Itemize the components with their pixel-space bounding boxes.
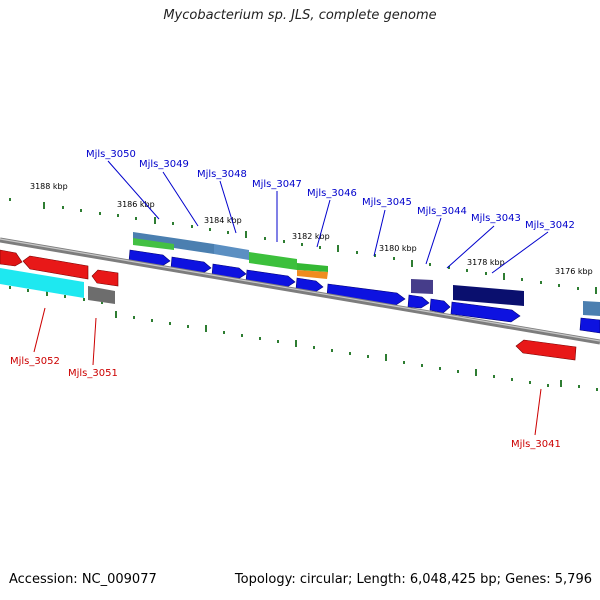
map-title: Mycobacterium sp. JLS, complete genome	[163, 8, 437, 23]
gene-arrow-mjls-3051	[91, 269, 119, 287]
scale-label: 3176 kbp	[555, 267, 593, 276]
outer-tick-ring	[9, 198, 597, 294]
gene-arrow-right-edge	[579, 317, 600, 334]
leader-line	[107, 160, 160, 220]
leader-line	[162, 171, 199, 227]
leader-line	[373, 209, 386, 257]
gene-arrow-left-edge	[0, 249, 23, 267]
leader-line	[219, 180, 237, 234]
gene-box-mjls-3047	[249, 252, 297, 270]
leader-line	[491, 231, 549, 274]
gene-label-mjls-3047[interactable]: Mjls_3047	[252, 179, 302, 190]
gene-box-mjls-3044	[411, 279, 433, 294]
forward-gene-labels: Mjls_3050 Mjls_3049 Mjls_3048 Mjls_3047 …	[86, 149, 575, 231]
gene-label-mjls-3044[interactable]: Mjls_3044	[417, 206, 467, 217]
forward-arrow-track	[128, 249, 600, 334]
gene-box-mjls-3050-green	[133, 238, 174, 250]
reverse-leader-lines	[33, 307, 542, 436]
leader-line	[33, 307, 46, 353]
gene-label-mjls-3046[interactable]: Mjls_3046	[307, 188, 357, 199]
gene-box-mjls-3052	[0, 268, 84, 298]
gene-label-mjls-3041[interactable]: Mjls_3041	[511, 439, 561, 450]
genome-backbone	[0, 237, 600, 345]
gene-arrow-mjls-3044	[407, 294, 430, 309]
gene-label-mjls-3045[interactable]: Mjls_3045	[362, 197, 412, 208]
gene-label-mjls-3042[interactable]: Mjls_3042	[525, 220, 575, 231]
gene-label-mjls-3043[interactable]: Mjls_3043	[471, 213, 521, 224]
scale-label: 3180 kbp	[379, 244, 417, 253]
scale-label: 3178 kbp	[467, 258, 505, 267]
scale-label: 3184 kbp	[204, 216, 242, 225]
gene-box-right-edge	[583, 301, 600, 316]
gene-label-mjls-3050[interactable]: Mjls_3050	[86, 149, 136, 160]
gene-box-mjls-3051	[88, 286, 115, 304]
gene-arrow-mjls-3044b	[429, 298, 451, 314]
forward-leader-lines	[107, 160, 549, 274]
gene-arrow-mjls-3046	[295, 277, 324, 293]
gene-box-mjls-3049	[174, 238, 214, 254]
leader-line	[446, 225, 495, 269]
accession-text: Accession: NC_009077	[9, 572, 157, 587]
forward-cog-track	[133, 232, 600, 316]
gene-label-mjls-3049[interactable]: Mjls_3049	[139, 159, 189, 170]
scale-label: 3186 kbp	[117, 200, 155, 209]
gene-label-mjls-3051[interactable]: Mjls_3051	[68, 368, 118, 379]
scale-label: 3188 kbp	[30, 182, 68, 191]
gene-box-mjls-3046b	[297, 270, 328, 279]
gene-arrow-mjls-3041	[515, 339, 577, 361]
reverse-arrow-track	[0, 249, 577, 361]
scale-labels: 3188 kbp 3186 kbp 3184 kbp 3182 kbp 3180…	[30, 182, 593, 276]
gene-label-mjls-3052[interactable]: Mjls_3052	[10, 356, 60, 367]
gene-box-mjls-3043	[453, 285, 524, 306]
gene-arrow-mjls-3043	[450, 301, 521, 323]
gene-arrow-mjls-3052-a	[22, 255, 89, 280]
leader-line	[425, 217, 442, 265]
leader-line	[316, 199, 331, 248]
genome-backbone-highlight	[0, 238, 600, 342]
gene-label-mjls-3048[interactable]: Mjls_3048	[197, 169, 247, 180]
gene-box-mjls-3046a	[297, 263, 328, 272]
leader-line	[534, 388, 542, 436]
topology-text: Topology: circular; Length: 6,048,425 bp…	[234, 572, 592, 587]
scale-label: 3182 kbp	[292, 232, 330, 241]
gene-box-mjls-3048	[214, 244, 249, 260]
reverse-gene-labels: Mjls_3052 Mjls_3051 Mjls_3041	[10, 356, 561, 450]
leader-line	[92, 317, 97, 366]
